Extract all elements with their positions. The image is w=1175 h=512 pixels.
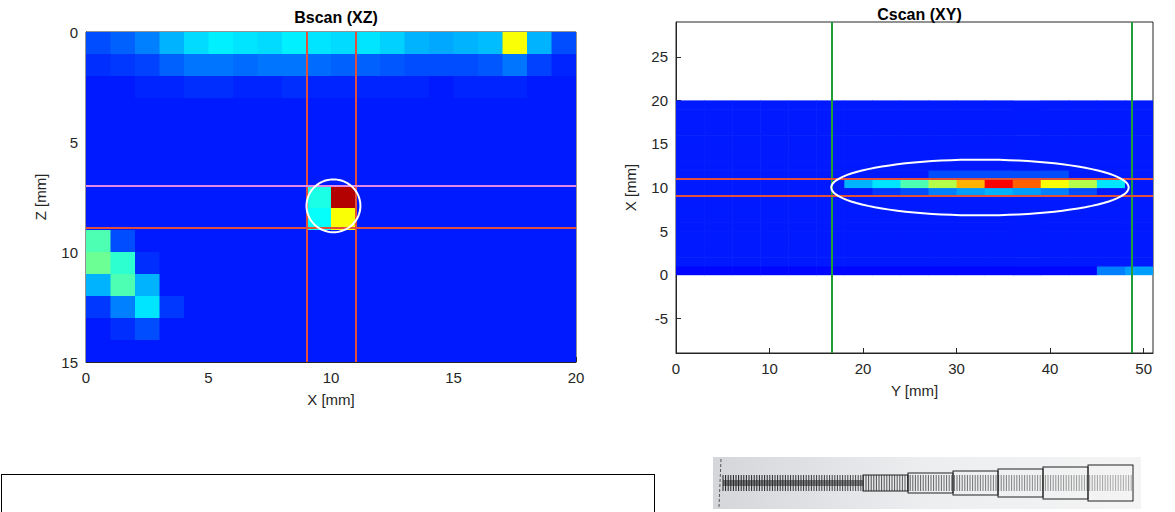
svg-text:20: 20 [568,369,585,386]
svg-text:0: 0 [70,24,78,41]
svg-text:-5: -5 [655,310,668,327]
svg-text:10: 10 [761,360,778,377]
svg-text:X [mm]: X [mm] [622,164,639,212]
svg-text:5: 5 [70,134,78,151]
svg-text:20: 20 [651,92,668,109]
svg-text:Bscan (XZ): Bscan (XZ) [294,9,378,26]
svg-text:30: 30 [948,360,965,377]
svg-text:40: 40 [1042,360,1059,377]
svg-text:10: 10 [61,244,78,261]
svg-text:20: 20 [855,360,872,377]
svg-text:50: 50 [1135,360,1152,377]
svg-text:15: 15 [651,135,668,152]
svg-text:0: 0 [82,369,90,386]
svg-text:25: 25 [651,48,668,65]
svg-text:5: 5 [204,369,212,386]
svg-text:15: 15 [61,354,78,371]
svg-text:0: 0 [660,266,668,283]
svg-text:0: 0 [672,360,680,377]
svg-text:10: 10 [323,369,340,386]
svg-text:15: 15 [445,369,462,386]
svg-text:5: 5 [660,223,668,240]
svg-text:Z [mm]: Z [mm] [32,174,49,221]
svg-text:10: 10 [651,179,668,196]
svg-text:X [mm]: X [mm] [307,391,355,408]
svg-text:Cscan (XY): Cscan (XY) [877,6,961,23]
svg-text:Y [mm]: Y [mm] [891,382,938,399]
